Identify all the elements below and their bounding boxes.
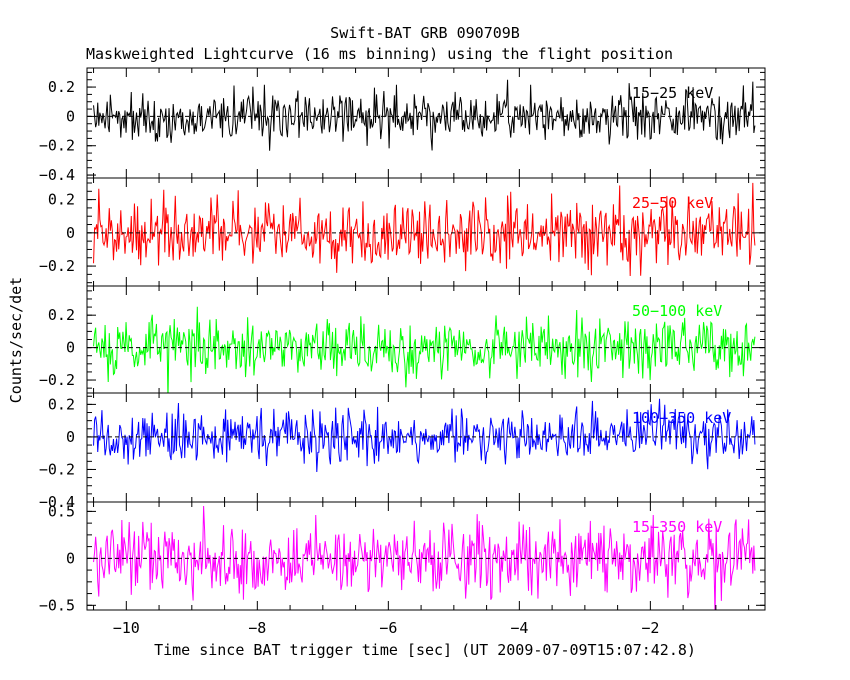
y-tick-label: 0 <box>66 107 75 125</box>
lightcurve-series <box>93 306 756 393</box>
y-tick-label: −0.2 <box>39 137 75 155</box>
y-tick-label: −0.5 <box>39 596 75 614</box>
y-tick-label: 0.2 <box>48 306 75 324</box>
lightcurve-series <box>93 79 756 151</box>
y-tick-label: 0.5 <box>48 502 75 520</box>
band-label: 15−350 keV <box>632 518 722 536</box>
y-tick-label: −0.4 <box>39 166 75 184</box>
x-axis: −10 −8 −6 −4 −2 <box>113 619 660 637</box>
y-tick-label: −0.2 <box>39 371 75 389</box>
panel-frame <box>86 501 766 611</box>
band-label: 100−350 keV <box>632 409 731 427</box>
y-tick-label: −0.2 <box>39 460 75 478</box>
y-tick-label: 0.2 <box>48 191 75 209</box>
chart-title: Swift-BAT GRB 090709B <box>330 24 520 42</box>
band-label: 25−50 keV <box>632 194 713 212</box>
panel-15-350-kev: 0.5 0 −0.5 15−350 keV <box>39 501 766 614</box>
y-tick-label: −0.4 <box>39 493 75 511</box>
band-label: 50−100 keV <box>632 302 722 320</box>
lightcurve-series <box>93 182 756 277</box>
x-tick-label: −10 <box>113 619 140 637</box>
chart-subtitle: Maskweighted Lightcurve (16 ms binning) … <box>86 45 673 63</box>
x-tick-label: −2 <box>641 619 659 637</box>
panel-100-350-kev: 0.2 0 −0.2 −0.4 100−350 keV <box>39 392 766 511</box>
lightcurve-series <box>93 398 756 473</box>
lightcurve-series <box>93 505 756 610</box>
x-tick-label: −8 <box>248 619 266 637</box>
x-tick-label: −4 <box>510 619 528 637</box>
x-axis-label: Time since BAT trigger time [sec] (UT 20… <box>154 641 696 659</box>
y-tick-label: −0.2 <box>39 257 75 275</box>
y-tick-label: 0 <box>66 339 75 357</box>
y-tick-label: 0.2 <box>48 78 75 96</box>
y-tick-label: 0 <box>66 428 75 446</box>
band-label: 15−25 keV <box>632 84 713 102</box>
panel-50-100-kev: 0.2 0 −0.2 50−100 keV <box>39 285 766 394</box>
y-axis-label: Counts/sec/det <box>7 277 25 403</box>
y-tick-label: 0 <box>66 549 75 567</box>
y-tick-label: 0.2 <box>48 395 75 413</box>
y-tick-label: 0 <box>66 224 75 242</box>
panel-15-25-kev: 0.2 0 −0.2 −0.4 15−25 keV <box>39 67 766 184</box>
x-tick-label: −6 <box>379 619 397 637</box>
panel-25-50-kev: 0.2 0 −0.2 25−50 keV <box>39 177 766 287</box>
